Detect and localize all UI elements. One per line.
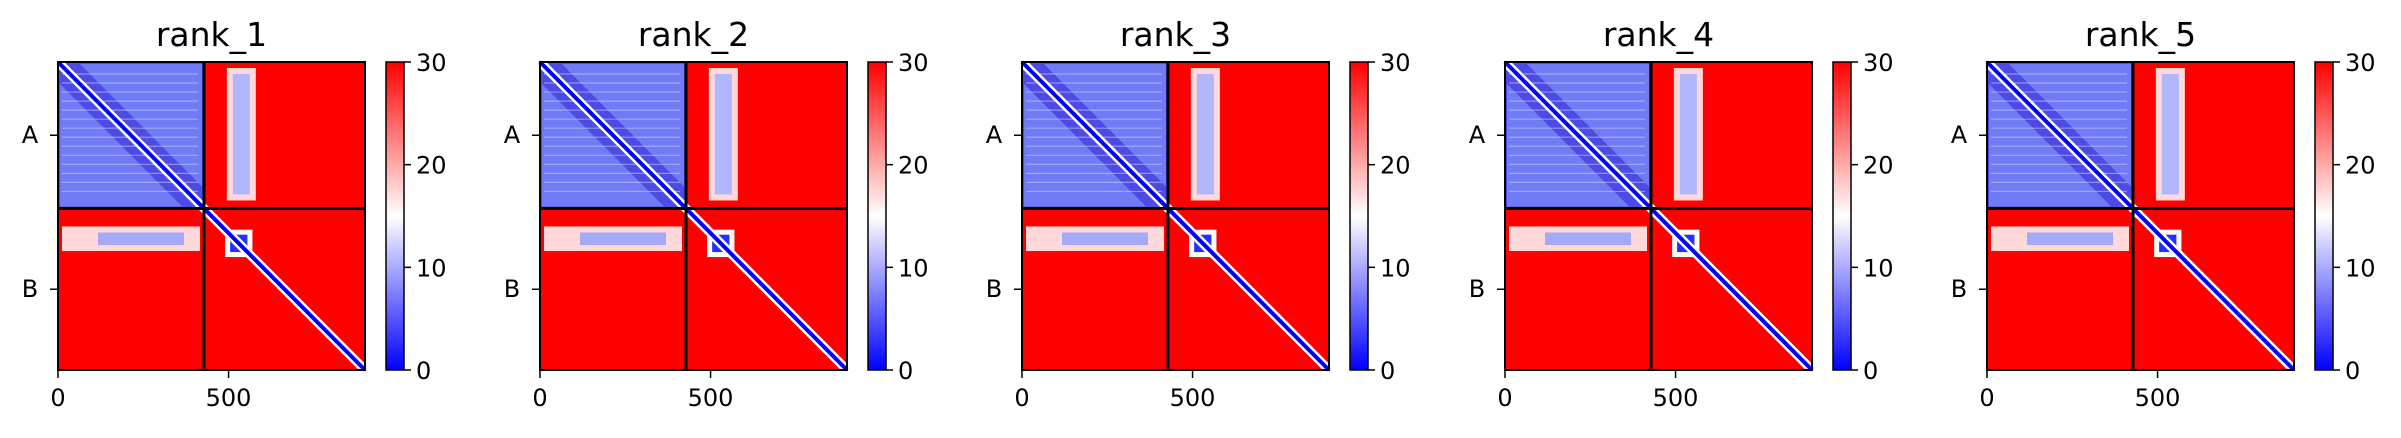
colorbar-tick-label: 20 [416,152,447,180]
colorbar-tick-label: 30 [416,49,447,77]
interface-band-upper-core [232,74,250,195]
colorbar [1832,61,1852,371]
chain-a-shading [1989,83,2112,207]
colorbar-tick-label: 30 [2345,49,2376,77]
chain-a-shading [60,83,183,207]
panel-4: rank_4 A B 0 500 0 10 20 30 [1469,15,1894,412]
x-tick-label: 500 [2135,384,2181,412]
interface-band-lower-core [2027,232,2113,246]
chain-label: B [986,275,1002,303]
colorbar-tick-label: 0 [1863,357,1878,385]
chain-label: B [1469,275,1485,303]
chain-a-shading [561,64,684,187]
interface-band-upper-core [1679,74,1697,195]
chain-label: A [1469,121,1486,149]
panel-title: rank_1 [156,15,267,54]
colorbar-tick-label: 20 [1863,152,1894,180]
diagonal [56,60,367,372]
heatmap-frame [1021,61,1330,371]
chain-a-shading [542,83,665,207]
diagonal [1985,60,2296,372]
colorbar-tick-label: 30 [1380,49,1411,77]
chain-a-shading [1024,83,1147,207]
interface-band-lower-core [98,232,184,246]
colorbar [2314,61,2334,371]
interface-band-upper-core [1196,74,1214,195]
chain-label: A [1951,121,1968,149]
colorbar [1349,61,1369,371]
colorbar [867,61,887,371]
colorbar [385,61,405,371]
x-tick-label: 0 [532,384,547,412]
chain-label: B [22,275,38,303]
colorbar-tick-label: 20 [1380,152,1411,180]
colorbar-tick-label: 20 [898,152,929,180]
colorbar-tick-label: 0 [416,357,431,385]
x-tick-label: 500 [1653,384,1699,412]
heatmap-frame [1986,61,2295,371]
chain-a-shading [1507,83,1630,207]
colorbar-tick-label: 0 [898,357,913,385]
x-tick-label: 0 [1979,384,1994,412]
panel-title: rank_5 [2085,15,2196,54]
diagonal [538,60,849,372]
panel-title: rank_4 [1603,15,1714,54]
colorbar-tick-label: 30 [898,49,929,77]
panel-5: rank_5 A B 0 500 0 10 20 30 [1951,15,2376,412]
x-tick-label: 0 [1497,384,1512,412]
panel-3: rank_3 A B 0 500 0 10 20 30 [986,15,1411,412]
heatmap-frame [539,61,848,371]
colorbar-tick-label: 10 [2345,254,2376,282]
colorbar-tick-label: 0 [2345,357,2360,385]
x-tick-label: 0 [50,384,65,412]
interface-band-upper-core [2161,74,2179,195]
chain-label: B [504,275,520,303]
colorbar-tick-label: 10 [1380,254,1411,282]
colorbar-tick-label: 0 [1380,357,1395,385]
colorbar-tick-label: 10 [416,254,447,282]
panel-title: rank_3 [1120,15,1231,54]
interface-band-lower-core [1062,232,1148,246]
chain-label: B [1951,275,1967,303]
chain-a-shading [2008,64,2131,187]
heatmap-frame [1504,61,1813,371]
colorbar-tick-label: 10 [1863,254,1894,282]
interface-band-lower-core [1545,232,1631,246]
chain-label: A [22,121,39,149]
heatmap-frame [57,61,366,371]
colorbar-tick-label: 20 [2345,152,2376,180]
chain-a-shading [79,64,202,187]
panel-title: rank_2 [638,15,749,54]
chain-label: A [986,121,1003,149]
interface-band-lower-core [580,232,666,246]
colorbar-tick-label: 30 [1863,49,1894,77]
panel-1: rank_1 A B 0 500 0 10 20 30 [22,15,447,412]
diagonal [1020,60,1331,372]
diagonal [1503,60,1814,372]
x-tick-label: 500 [206,384,252,412]
x-tick-label: 500 [1170,384,1216,412]
x-tick-label: 500 [688,384,734,412]
panel-2: rank_2 A B 0 500 0 10 20 30 [504,15,929,412]
chain-label: A [504,121,521,149]
x-tick-label: 0 [1014,384,1029,412]
interface-band-upper-core [714,74,732,195]
colorbar-tick-label: 10 [898,254,929,282]
